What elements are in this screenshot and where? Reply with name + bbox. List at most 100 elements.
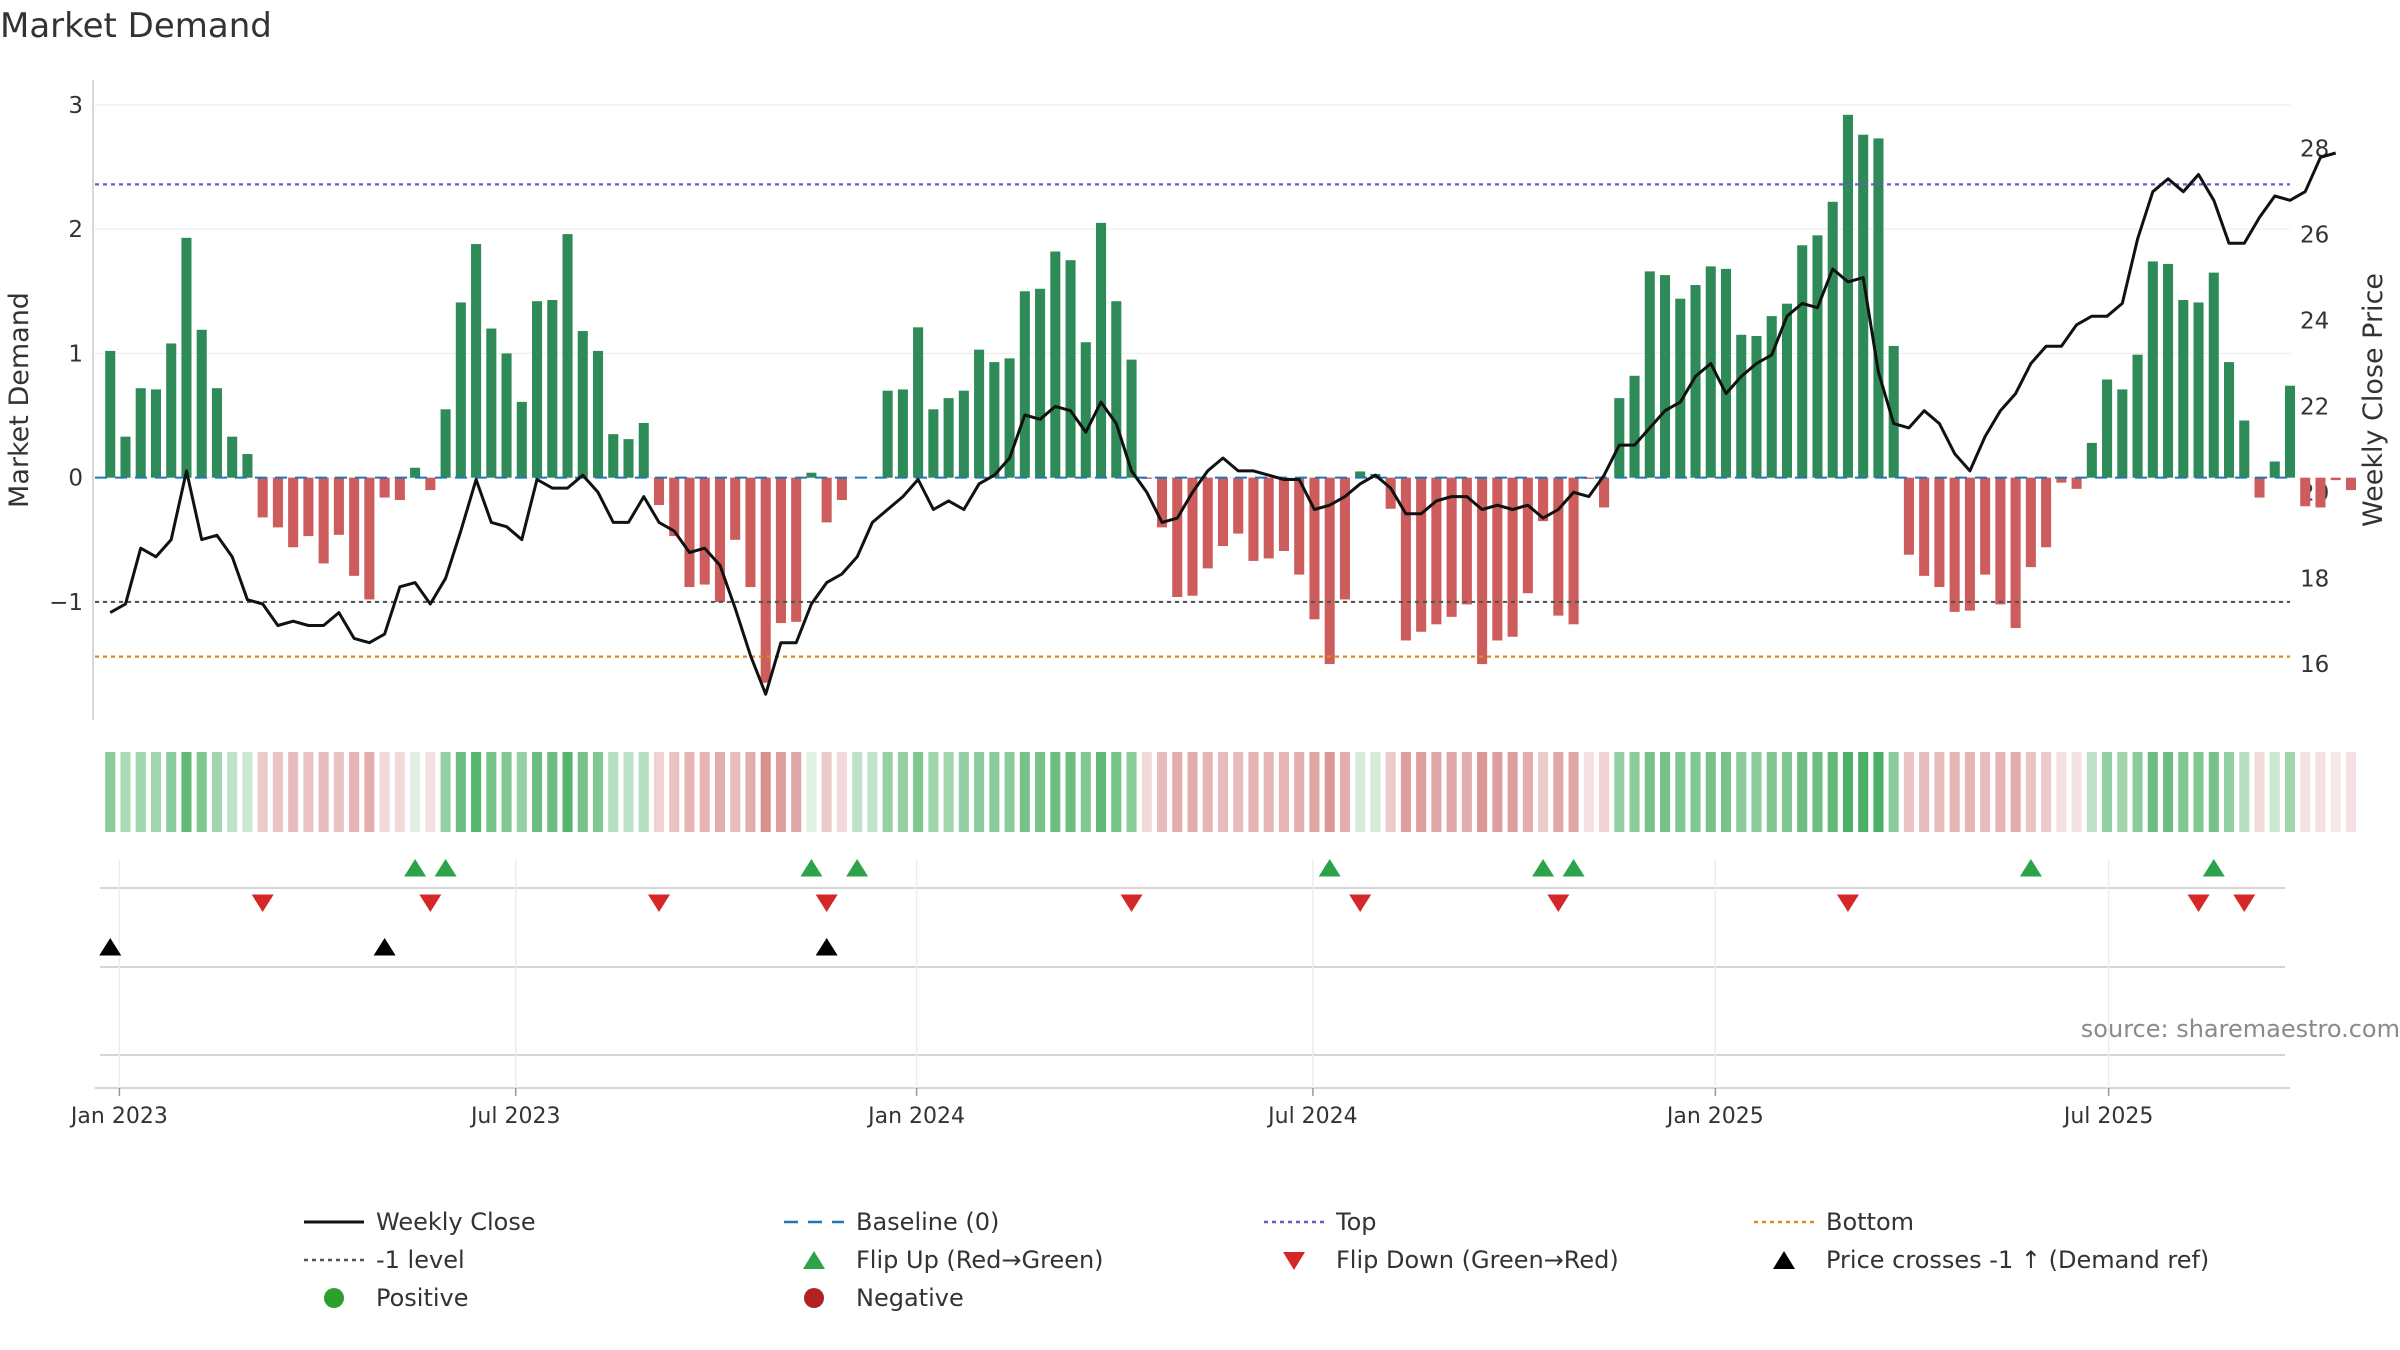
legend-swatch-line-dot xyxy=(1260,1205,1328,1239)
heat-cell xyxy=(150,752,162,832)
demand-bar xyxy=(1355,471,1366,478)
demand-bar xyxy=(394,477,405,501)
demand-bar xyxy=(1553,477,1564,616)
heat-cell xyxy=(1248,752,1259,832)
demand-bar xyxy=(1797,245,1808,478)
heat-cell xyxy=(1187,752,1198,832)
demand-bar xyxy=(1004,358,1015,478)
heat-cell xyxy=(2071,752,2082,832)
heat-cell xyxy=(2086,752,2097,832)
legend-label: Negative xyxy=(856,1284,964,1312)
heat-cell xyxy=(364,752,375,832)
heat-cell xyxy=(2147,752,2158,832)
flip-down-marker xyxy=(2233,894,2256,912)
demand-bar xyxy=(166,343,177,478)
heat-cell xyxy=(1339,752,1350,832)
flip-down-marker xyxy=(1120,894,1143,912)
demand-bar xyxy=(2223,362,2235,478)
heat-cell xyxy=(1172,752,1183,832)
y-tick-label: 1 xyxy=(68,341,83,367)
demand-bar xyxy=(974,349,985,478)
y-tick-label: −1 xyxy=(49,590,83,616)
flip-up-marker xyxy=(1318,859,1341,877)
y2-tick-label: 26 xyxy=(2300,223,2329,249)
demand-bar xyxy=(1919,477,1930,576)
heat-cell xyxy=(867,752,878,832)
heat-cell xyxy=(1202,752,1213,832)
legend-label: Flip Down (Green→Red) xyxy=(1336,1246,1619,1274)
demand-bar xyxy=(2056,477,2067,483)
demand-bar xyxy=(242,454,253,478)
demand-bar xyxy=(1431,477,1442,625)
heat-cell xyxy=(501,752,512,832)
demand-bar xyxy=(1080,342,1091,478)
y2-tick-label: 16 xyxy=(2300,652,2329,678)
heat-cell xyxy=(608,752,619,832)
demand-bar xyxy=(333,477,344,535)
demand-bar xyxy=(1644,271,1655,478)
heat-cell xyxy=(1278,752,1289,832)
flip-up-marker xyxy=(404,859,427,877)
demand-bar xyxy=(1294,477,1305,575)
demand-bar xyxy=(1507,477,1518,637)
legend-item: Top xyxy=(1260,1205,1377,1239)
legend-item: Bottom xyxy=(1750,1205,1914,1239)
legend-label: Price crosses -1 ↑ (Demand ref) xyxy=(1826,1246,2210,1274)
heat-cell xyxy=(2163,752,2174,832)
y2-tick-label: 18 xyxy=(2300,566,2329,592)
demand-bar xyxy=(958,390,969,478)
demand-bar xyxy=(1675,298,1686,478)
demand-bar xyxy=(791,477,802,622)
heat-cell xyxy=(2208,752,2219,832)
heat-cell xyxy=(410,752,421,832)
demand-bar xyxy=(1781,303,1793,478)
heat-cell xyxy=(1096,752,1107,832)
heat-cell xyxy=(760,752,771,832)
demand-bar xyxy=(1324,477,1335,665)
legend-item: Weekly Close xyxy=(300,1205,536,1239)
heat-cell xyxy=(1903,752,1914,832)
heat-cell xyxy=(592,752,604,832)
demand-bar xyxy=(1385,477,1396,509)
flip-down-marker xyxy=(1547,894,1570,912)
demand-bar xyxy=(1492,477,1503,641)
demand-bar xyxy=(2010,477,2021,629)
demand-bar xyxy=(532,301,543,478)
heat-cell xyxy=(1766,752,1777,832)
demand-bar xyxy=(135,388,146,478)
demand-bar xyxy=(882,390,893,478)
demand-bar xyxy=(1858,134,1869,478)
flip-down-marker xyxy=(2187,894,2210,912)
demand-bar xyxy=(836,477,847,501)
demand-bar xyxy=(2071,477,2082,489)
heat-cell xyxy=(272,752,283,832)
heat-cell xyxy=(1614,752,1625,832)
heat-cell xyxy=(1522,752,1533,832)
y2-tick-label: 24 xyxy=(2300,309,2329,335)
price-cross-marker xyxy=(815,938,838,956)
y2-tick-label: 22 xyxy=(2300,394,2329,420)
heat-cell xyxy=(1919,752,1930,832)
heat-cell xyxy=(349,752,360,832)
demand-bar xyxy=(440,409,451,478)
heat-cell xyxy=(2300,752,2311,832)
heat-cell xyxy=(1004,752,1015,832)
heat-cell xyxy=(2102,752,2113,832)
heat-cell xyxy=(2284,752,2296,832)
demand-bar xyxy=(1568,477,1579,625)
flip-down-marker xyxy=(419,894,442,912)
heat-cell xyxy=(1995,752,2006,832)
demand-bar xyxy=(897,389,908,478)
demand-bar xyxy=(2345,477,2357,491)
heat-cell xyxy=(1400,752,1411,832)
demand-bar xyxy=(1461,477,1472,605)
heat-cell xyxy=(928,752,939,832)
demand-bar xyxy=(318,477,329,564)
heat-cell xyxy=(1309,752,1320,832)
heat-cell xyxy=(1538,752,1549,832)
demand-bar xyxy=(1827,201,1838,478)
demand-bar xyxy=(1583,477,1594,479)
legend-label: Baseline (0) xyxy=(856,1208,1000,1236)
legend-swatch-tri-up xyxy=(780,1243,848,1277)
